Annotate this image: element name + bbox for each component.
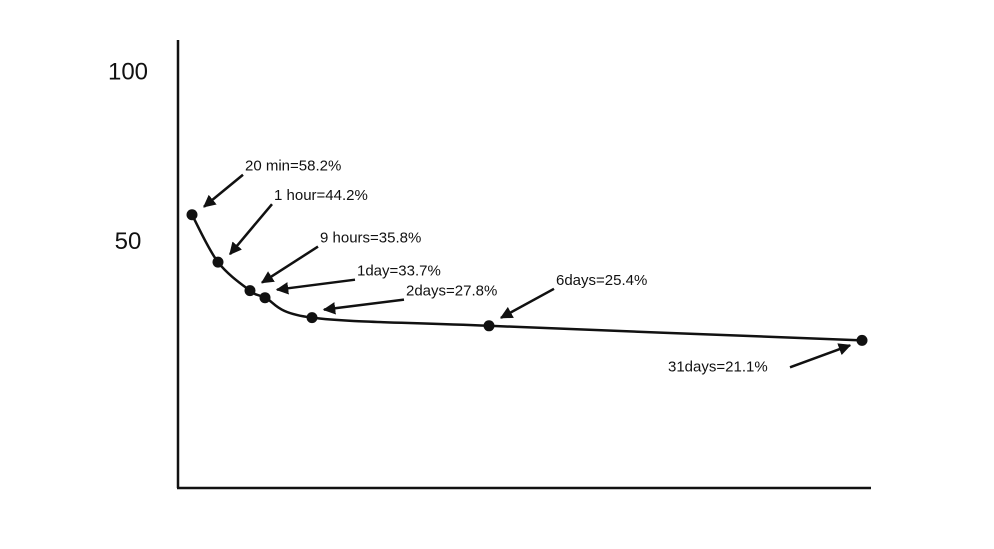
- arrow: [229, 203, 273, 256]
- y-tick-label: 100: [108, 59, 148, 86]
- point: [483, 320, 495, 332]
- point: [259, 292, 271, 304]
- arrow: [322, 298, 405, 315]
- annotation: 1 hour=44.2%: [274, 187, 368, 204]
- arrow: [789, 343, 852, 369]
- point: [186, 209, 198, 221]
- annotation: 9 hours=35.8%: [320, 230, 421, 247]
- annotation: 31days=21.1%: [668, 358, 768, 375]
- point: [306, 312, 318, 324]
- arrow: [499, 287, 555, 319]
- y-tick-label: 50: [115, 228, 142, 255]
- curve: [190, 214, 863, 342]
- annotation: 20 min=58.2%: [245, 158, 341, 175]
- point: [212, 256, 224, 268]
- annotation: 2days=27.8%: [406, 283, 497, 300]
- arrow: [203, 173, 244, 208]
- arrow: [275, 278, 356, 295]
- annotation: 6days=25.4%: [556, 272, 647, 289]
- point: [244, 285, 256, 297]
- point: [856, 334, 868, 346]
- arrow: [260, 245, 319, 284]
- annotation: 1day=33.7%: [357, 263, 441, 280]
